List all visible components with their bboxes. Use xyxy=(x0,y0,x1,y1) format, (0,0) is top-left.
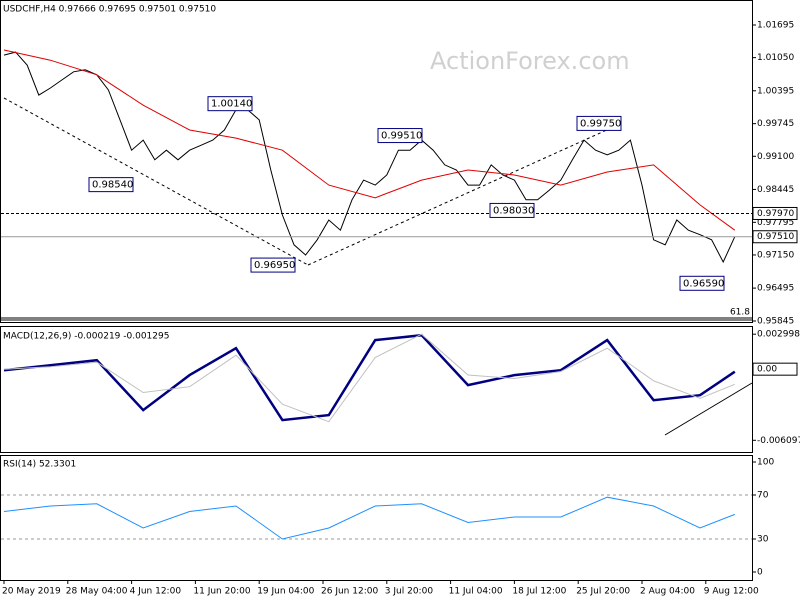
x-tick-label: 3 Jul 20:00 xyxy=(385,587,434,597)
price-line xyxy=(3,51,736,264)
y-tick-label: 0.97150 xyxy=(757,250,794,260)
level-box xyxy=(752,206,798,220)
x-tick-label: 28 May 04:00 xyxy=(66,587,128,597)
price-label: 0.99750 xyxy=(580,118,621,129)
price-label: 0.98030 xyxy=(493,205,534,216)
x-tick-label: 9 Aug 12:00 xyxy=(704,587,759,597)
price-label-box xyxy=(576,115,622,131)
x-tick-label: 11 Jun 20:00 xyxy=(193,587,250,597)
x-tick-label: 2 Aug 04:00 xyxy=(640,587,695,597)
y-tick-label: 0.00 xyxy=(757,365,777,375)
price-label-box xyxy=(207,96,253,112)
y-tick-label: 0 xyxy=(757,568,763,578)
level-label: 0.97970 xyxy=(757,209,794,219)
macd-panel xyxy=(0,326,753,453)
zero-box xyxy=(752,362,798,376)
fib-label: 61.8 xyxy=(730,308,750,318)
macd-trend-line xyxy=(664,382,753,436)
macd-line xyxy=(3,333,736,422)
price-label: 0.96950 xyxy=(254,260,295,271)
y-tick-label: 0.002998 xyxy=(757,330,800,340)
y-tick-label: 0.99100 xyxy=(757,152,794,162)
chart-title: USDCHF,H4 0.97666 0.97695 0.97501 0.9751… xyxy=(3,5,216,15)
y-tick-label: 0.95845 xyxy=(757,316,794,326)
x-tick-label: 4 Jun 12:00 xyxy=(130,587,182,597)
y-tick-label: 1.01695 xyxy=(757,20,794,30)
x-tick-label: 20 May 2019 xyxy=(2,587,61,597)
x-tick-label: 26 Jun 12:00 xyxy=(321,587,378,597)
y-tick-label: 0.98445 xyxy=(757,185,794,195)
macd-signal xyxy=(3,333,735,423)
rsi-line xyxy=(3,496,735,540)
rsi-title: RSI(14) 52.3301 xyxy=(3,460,76,470)
x-tick-label: 11 Jul 04:00 xyxy=(449,587,503,597)
level-label: 0.97510 xyxy=(757,232,794,242)
y-tick-label: 0.99745 xyxy=(757,119,794,129)
moving-average xyxy=(3,49,736,231)
price-label-box xyxy=(377,128,423,144)
price-label-box xyxy=(250,257,296,273)
price-label-box xyxy=(88,177,134,193)
price-panel xyxy=(0,0,753,323)
y-tick-label: -0.006097 xyxy=(757,436,800,446)
x-tick-label: 18 Jul 12:00 xyxy=(512,587,566,597)
watermark: ActionForex.com xyxy=(430,47,630,75)
y-tick-label: 0.97795 xyxy=(757,218,794,228)
x-tick-label: 19 Jun 04:00 xyxy=(257,587,314,597)
y-tick-label: 0.96495 xyxy=(757,284,794,294)
price-label: 0.98540 xyxy=(92,180,133,191)
y-tick-label: 70 xyxy=(757,491,769,501)
level-box xyxy=(752,230,798,244)
y-tick-label: 1.01050 xyxy=(757,53,794,63)
price-label: 1.00140 xyxy=(211,99,252,110)
rsi-panel xyxy=(0,455,753,581)
x-tick-label: 25 Jul 20:00 xyxy=(576,587,630,597)
price-label-box xyxy=(679,275,725,291)
y-tick-label: 1.00395 xyxy=(757,86,794,96)
price-label: 0.96590 xyxy=(683,278,724,289)
y-tick-label: 30 xyxy=(757,535,769,545)
price-label: 0.99510 xyxy=(381,131,422,142)
y-tick-label: 100 xyxy=(757,458,774,468)
macd-title: MACD(12,26,9) -0.000219 -0.001295 xyxy=(3,332,169,342)
price-label-box xyxy=(489,202,535,218)
